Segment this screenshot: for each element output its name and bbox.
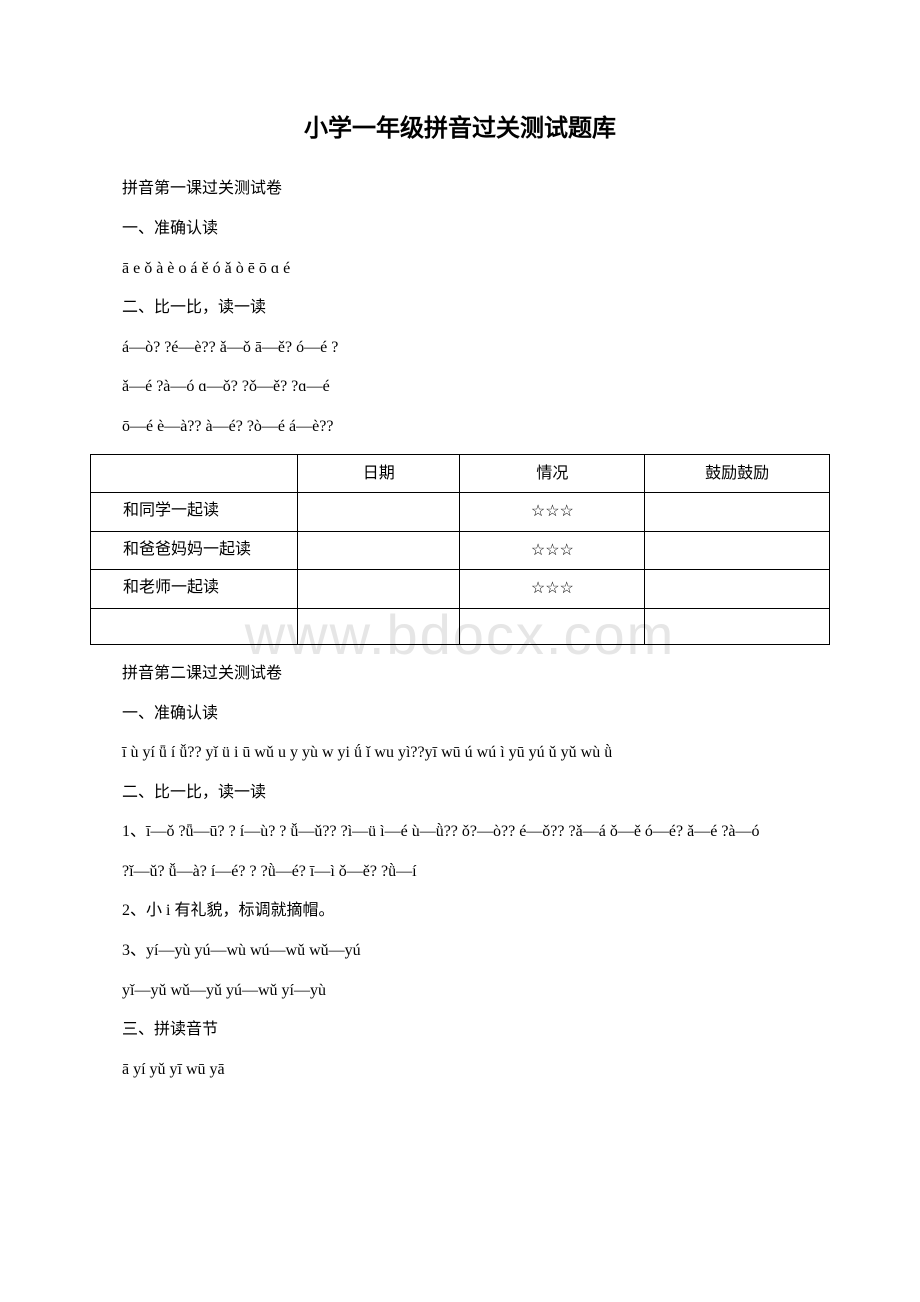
table-cell-status: ☆☆☆: [460, 570, 645, 609]
table-cell: [297, 531, 460, 570]
table-row: 和老师一起读 ☆☆☆: [91, 570, 830, 609]
page-title: 小学一年级拼音过关测试题库: [90, 110, 830, 148]
table-cell: [297, 570, 460, 609]
table-cell: [645, 531, 830, 570]
table-cell-label: 和爸爸妈妈一起读: [91, 531, 298, 570]
text-line: ā e ǒ à è o á ě ó ǎ ò ē ō ɑ é: [90, 256, 830, 282]
table-header-cell: [91, 454, 298, 493]
text-line: ā yí yǔ yī wū yā: [90, 1057, 830, 1083]
table-cell: [297, 493, 460, 532]
text-line: 拼音第二课过关测试卷: [90, 661, 830, 687]
table-header-cell: 日期: [297, 454, 460, 493]
table-cell: [645, 493, 830, 532]
document-content: 小学一年级拼音过关测试题库 拼音第一课过关测试卷 一、准确认读 ā e ǒ à …: [90, 110, 830, 1082]
table-header-row: 日期 情况 鼓励鼓励: [91, 454, 830, 493]
table-cell-label: [91, 608, 298, 644]
table-cell-status: ☆☆☆: [460, 493, 645, 532]
table-cell: [297, 608, 460, 644]
table-row: 和爸爸妈妈一起读 ☆☆☆: [91, 531, 830, 570]
table-header-cell: 情况: [460, 454, 645, 493]
text-line: ǎ—é ?à—ó ɑ—ǒ? ?ǒ—ě? ?ɑ—é: [90, 374, 830, 400]
text-line: 三、拼读音节: [90, 1017, 830, 1043]
text-line: 3、yí—yù yú—wù wú—wǔ wǔ—yú: [90, 938, 830, 964]
text-line: 一、准确认读: [90, 216, 830, 242]
table-cell-label: 和老师一起读: [91, 570, 298, 609]
text-line: ī ù yí ǖ í ǚ?? yǐ ü i ū wǔ u y yù w yi ǘ…: [90, 740, 830, 766]
text-line: 2、小 i 有礼貌，标调就摘帽。: [90, 898, 830, 924]
table-row: 和同学一起读 ☆☆☆: [91, 493, 830, 532]
text-line: ō—é è—à?? à—é? ?ò—é á—è??: [90, 414, 830, 440]
text-line: á—ò? ?é—è?? ǎ—ǒ ā—ě? ó—é ?: [90, 335, 830, 361]
table-cell: [645, 608, 830, 644]
text-line: 拼音第一课过关测试卷: [90, 176, 830, 202]
table-cell-status: ☆☆☆: [460, 531, 645, 570]
text-line: yǐ—yǔ wǔ—yǔ yú—wǔ yí—yù: [90, 978, 830, 1004]
table-cell: [645, 570, 830, 609]
table-cell-status: [460, 608, 645, 644]
text-line: ?ǐ—ǔ? ǚ—à? í—é? ? ?ǜ—é? ī—ì ǒ—ě? ?ǜ—í: [90, 859, 830, 885]
table-row: [91, 608, 830, 644]
text-line: 二、比一比，读一读: [90, 295, 830, 321]
text-line: 二、比一比，读一读: [90, 780, 830, 806]
table-cell-label: 和同学一起读: [91, 493, 298, 532]
text-line: 一、准确认读: [90, 701, 830, 727]
reading-log-table: 日期 情况 鼓励鼓励 和同学一起读 ☆☆☆ 和爸爸妈妈一起读 ☆☆☆ 和老师一起…: [90, 454, 830, 645]
table-header-cell: 鼓励鼓励: [645, 454, 830, 493]
text-line: 1、ī—ǒ ?ǖ—ū? ? í—ù? ? ǚ—ǔ?? ?ì—ü ì—é ù—ǜ?…: [90, 819, 830, 845]
